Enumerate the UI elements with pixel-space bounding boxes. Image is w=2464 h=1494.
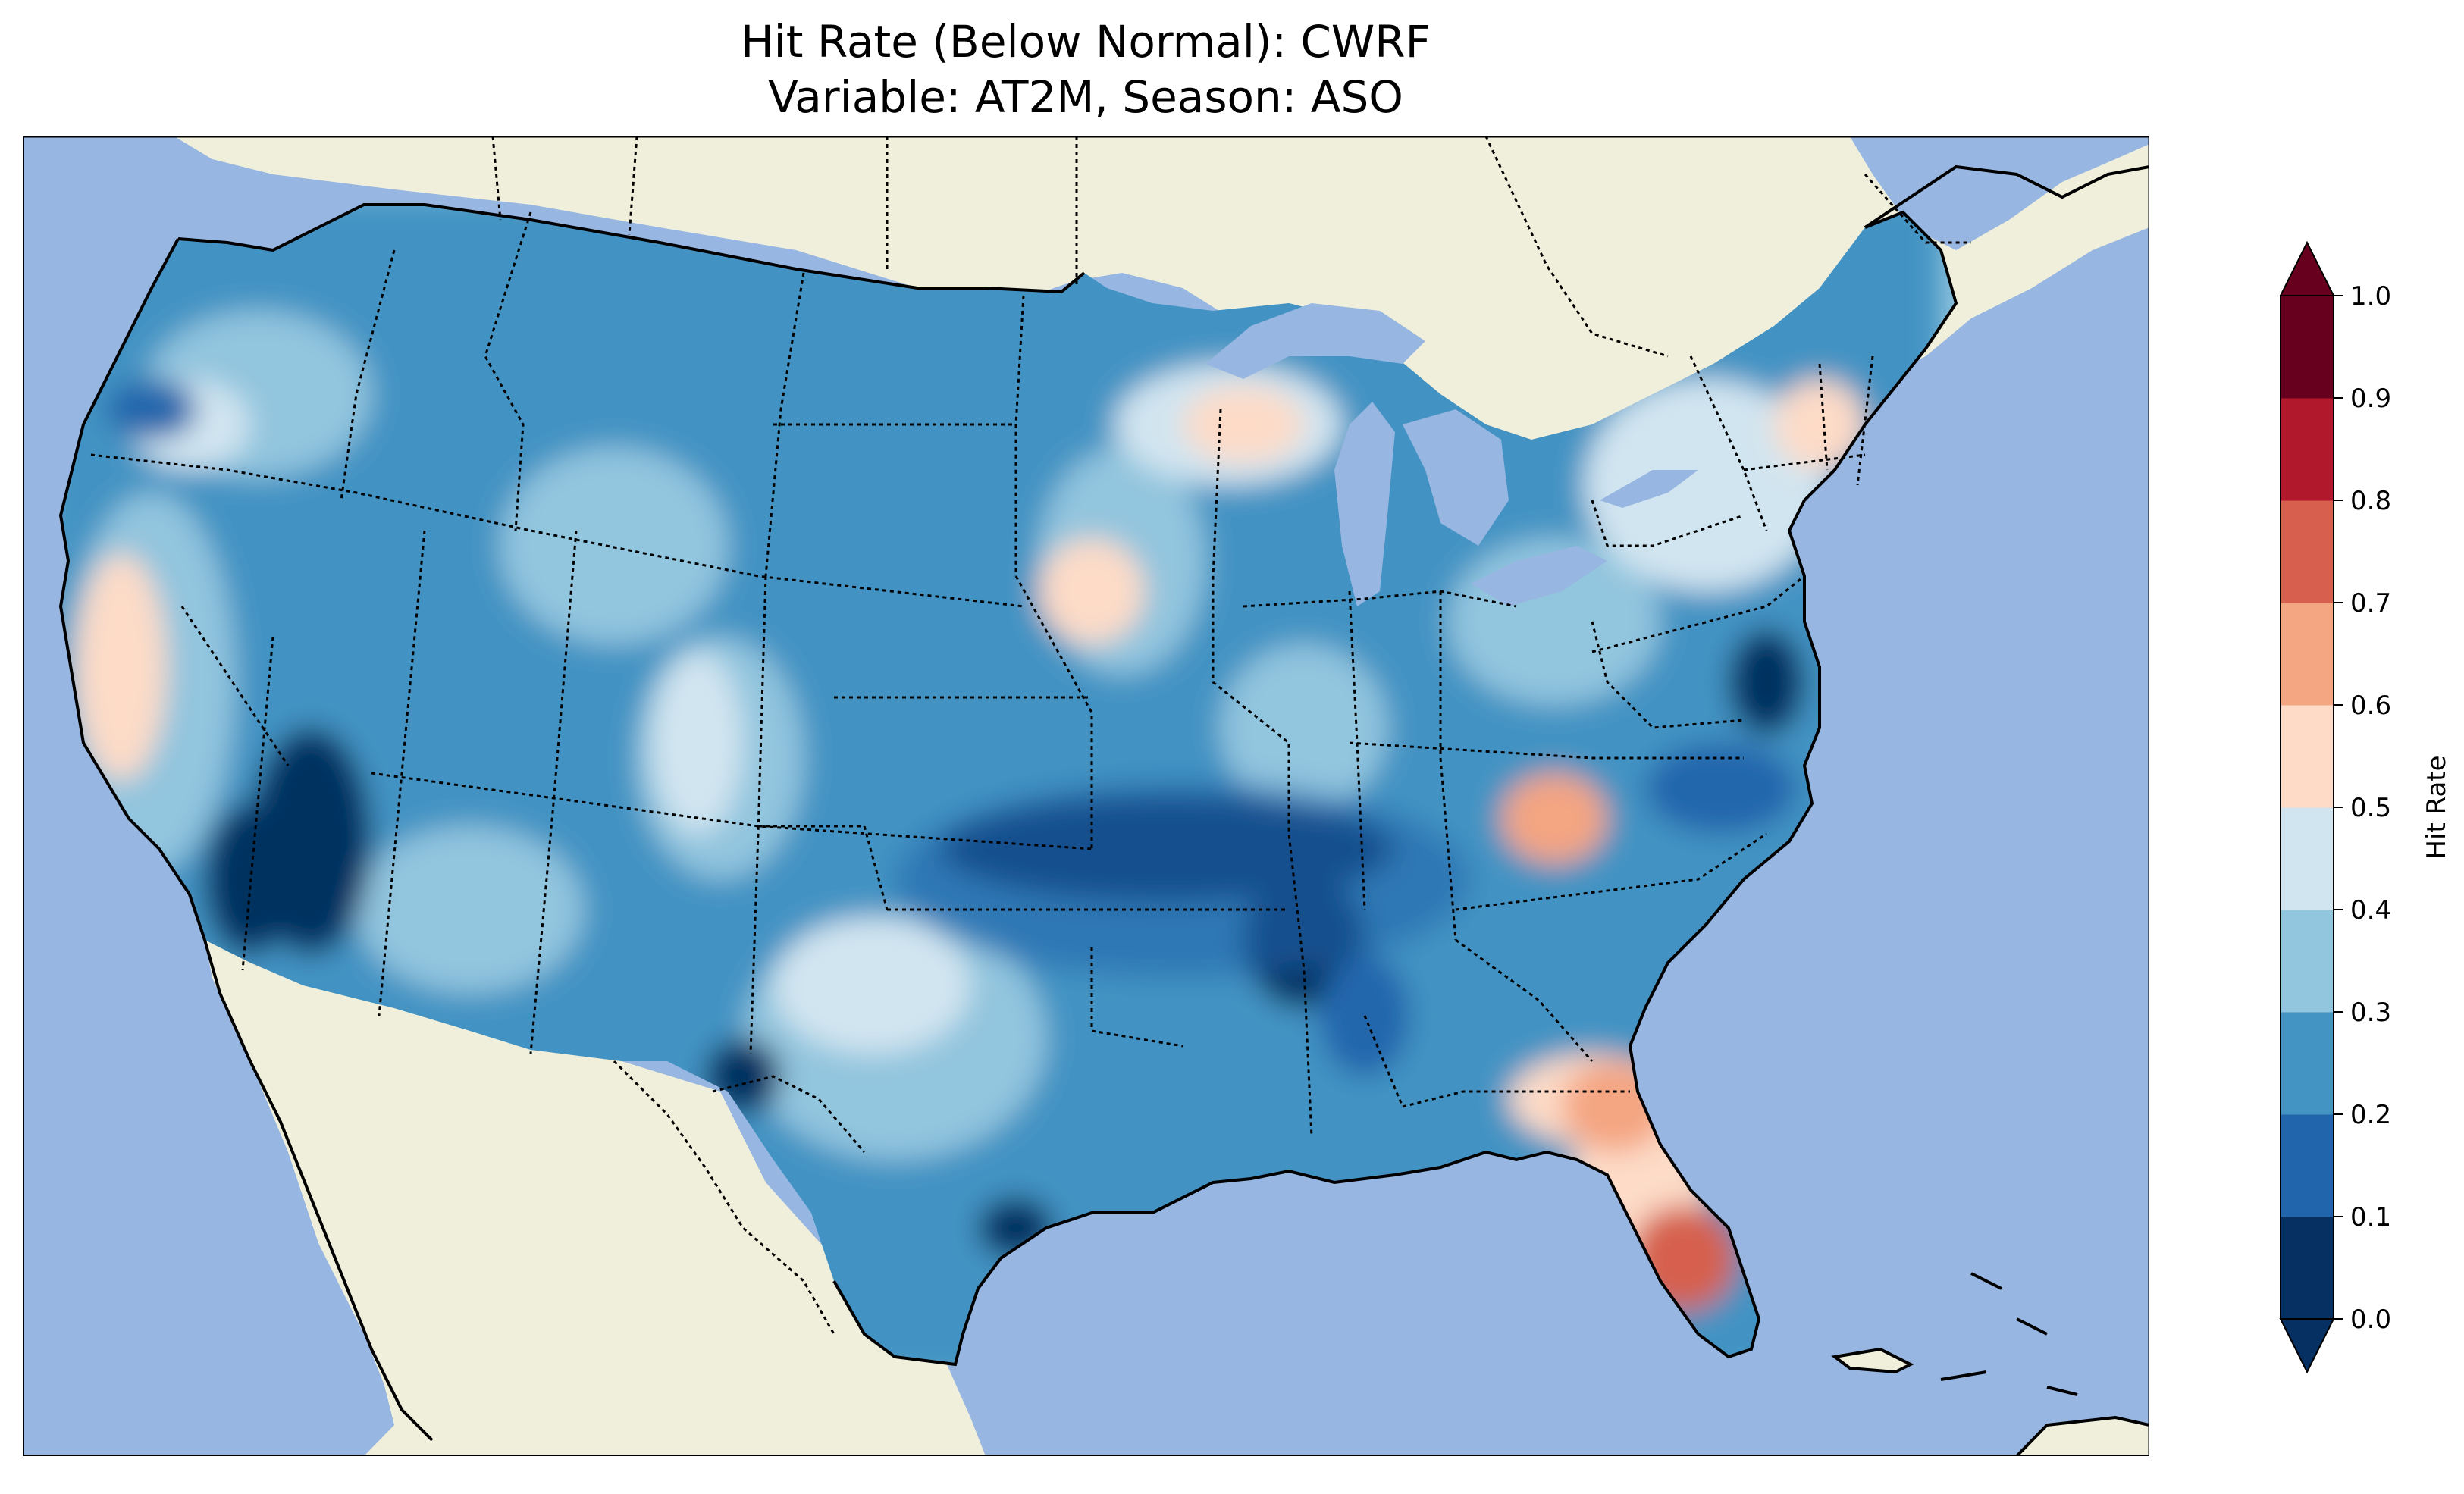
chart-title-line2: Variable: AT2M, Season: ASO xyxy=(768,71,1403,123)
map-panel xyxy=(23,136,2149,1456)
colorbar-band xyxy=(2281,500,2334,603)
colorbar-band xyxy=(2281,1012,2334,1115)
colorbar-extend-min xyxy=(2279,1318,2335,1374)
colorbar-band xyxy=(2281,1217,2334,1320)
colorbar-band xyxy=(2281,705,2334,808)
colorbar-tick-label: 0.7 xyxy=(2350,588,2391,619)
colorbar-tick-label: 0.5 xyxy=(2350,793,2391,823)
colorbar-band xyxy=(2281,398,2334,501)
province-borders xyxy=(491,136,1971,1335)
colorbar-tick-label: 0.0 xyxy=(2350,1305,2391,1335)
colorbar: 0.0 0.1 0.2 0.3 0.4 0.5 0.6 0.7 0.8 0.9 1.0 xyxy=(2279,240,2391,1374)
colorbar-band xyxy=(2281,1114,2334,1217)
colorbar-tick-label: 0.4 xyxy=(2350,895,2391,926)
coastlines xyxy=(58,164,2149,1456)
colorbar-extend-max xyxy=(2279,240,2335,296)
state-borders xyxy=(90,211,1874,1138)
colorbar-tick-label: 0.9 xyxy=(2350,384,2391,414)
colorbar-tick-label: 0.2 xyxy=(2350,1100,2391,1130)
colorbar-band xyxy=(2281,807,2334,910)
colorbar-tick-label: 0.1 xyxy=(2350,1202,2391,1232)
colorbar-tick-label: 0.8 xyxy=(2350,486,2391,516)
colorbar-tick-label: 0.6 xyxy=(2350,691,2391,721)
colorbar-tick-label: 0.3 xyxy=(2350,998,2391,1028)
colorbar-band xyxy=(2281,603,2334,706)
yucatan-land xyxy=(2017,1417,2149,1456)
colorbar-tick-label: 1.0 xyxy=(2350,281,2391,312)
chart-title-line1: Hit Rate (Below Normal): CWRF xyxy=(741,16,1431,67)
colorbar-band xyxy=(2281,910,2334,1013)
colorbar-band xyxy=(2281,296,2334,399)
great-lakes xyxy=(1205,303,1698,606)
colorbar-label: Hit Rate xyxy=(2422,755,2452,859)
baja-peninsula xyxy=(205,940,432,1440)
